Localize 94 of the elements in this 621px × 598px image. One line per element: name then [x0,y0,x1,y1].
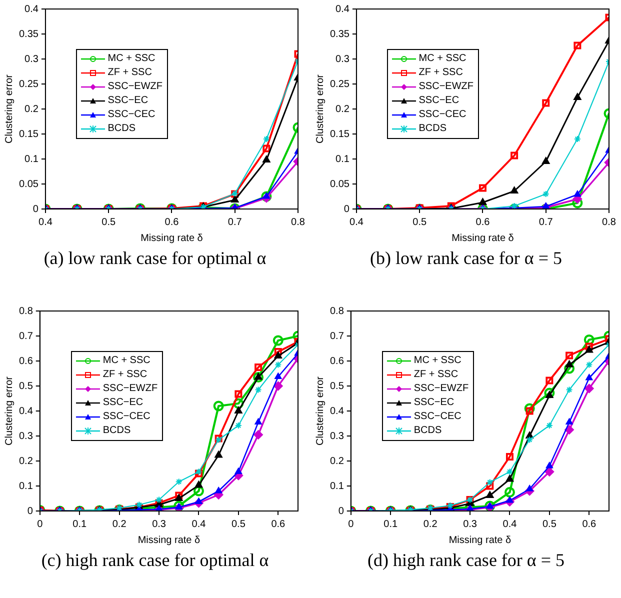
y-tick-label: 0.6 [18,356,34,367]
y-tick-label: 0.15 [18,128,39,140]
legend-label: SSC−EC [102,396,144,410]
x-axis-title: Missing rate δ [452,232,514,244]
y-tick-label: 0 [27,506,34,517]
y-tick-label: 0.4 [336,4,350,15]
y-tick-label: 0.1 [24,154,39,165]
x-tick-label: 0.1 [384,518,398,530]
y-tick-label: 0.3 [336,54,350,65]
y-tick-label: 0.5 [18,380,34,392]
x-tick-label: 0.6 [582,518,597,530]
y-tick-label: 0 [32,204,39,215]
y-tick-label: 0.05 [330,178,350,190]
legend-label: ZF + SSC [414,368,458,382]
x-tick-label: 0.2 [423,518,438,530]
legend-label: BCDS [102,424,131,438]
legend-label: SSC−CEC [418,108,466,122]
legend-label: ZF + SSC [108,66,152,80]
y-tick-label: 0.4 [330,406,344,417]
y-tick-label: 0.5 [330,380,344,392]
y-axis-title: Clustering error [4,74,15,144]
y-tick-label: 0.2 [336,104,350,115]
y-tick-label: 0.3 [18,430,34,442]
y-tick-label: 0.8 [18,306,34,317]
y-axis-title: Clustering error [314,74,326,144]
x-tick-label: 0.5 [542,518,557,530]
y-tick-label: 0.1 [336,154,350,165]
text: (d) high rank case for α = 5 [366,550,566,571]
text: (a) low rank case for optimal α [42,248,268,269]
y-tick-label: 0.1 [18,480,34,492]
y-tick-label: 0.4 [18,406,34,417]
x-tick-label: 0.6 [164,216,180,228]
legend-label: MC + SSC [108,52,156,66]
x-tick-label: 0.3 [152,518,166,530]
y-tick-label: 0.2 [24,104,39,115]
legend-label: ZF + SSC [418,66,463,80]
y-tick-label: 0.35 [330,28,350,40]
y-tick-label: 0.15 [330,128,350,140]
y-tick-label: 0.3 [330,430,344,442]
legend-label: BCDS [414,424,442,438]
x-axis-title: Missing rate δ [138,534,200,546]
legend-label: SSC−EWZF [418,80,474,94]
y-tick-label: 0.4 [24,4,39,15]
x-tick-label: 0.7 [228,216,242,228]
x-tick-label: 0.4 [350,216,364,228]
x-axis-title: Missing rate δ [140,232,204,244]
x-axis-title: Missing rate δ [448,534,512,546]
x-tick-label: 0.7 [538,216,554,228]
y-tick-label: 0.05 [18,178,39,190]
legend-label: SSC−EWZF [108,80,162,94]
y-tick-label: 0.1 [330,480,344,492]
legend-label: MC + SSC [414,354,462,368]
y-tick-label: 0.2 [330,456,344,467]
x-tick-label: 0.6 [476,216,490,228]
legend-label: SSC−CEC [102,410,150,424]
y-tick-label: 0.3 [24,54,39,65]
y-tick-label: 0 [344,204,350,215]
legend-label: SSC−EWZF [414,382,469,396]
legend-label: BCDS [418,122,447,136]
legend-label: BCDS [108,122,136,136]
legend-label: SSC−EC [108,94,148,108]
text: (b) low rank case for α = 5 [368,248,563,269]
y-tick-label: 0.7 [18,330,34,342]
x-tick-label: 0.4 [502,518,518,530]
y-tick-label: 0.25 [18,78,39,90]
x-tick-label: 0.8 [602,216,616,228]
legend-label: SSC−EWZF [102,382,158,396]
y-tick-label: 0.25 [330,78,350,90]
legend-label: SSC−CEC [108,108,156,122]
y-axis-title: Clustering error [4,376,15,446]
x-tick-label: 0.5 [231,518,246,530]
text: (c) high rank case for optimal α [40,550,270,571]
y-tick-label: 0.2 [18,456,34,467]
legend-label: SSC−EC [418,94,460,108]
y-tick-label: 0.35 [18,28,39,40]
x-tick-label: 0.6 [271,518,286,530]
x-tick-label: 0.4 [38,216,53,228]
y-tick-label: 0.8 [330,306,344,317]
legend-label: ZF + SSC [102,368,148,382]
x-tick-label: 0.5 [102,216,116,228]
y-axis-title: Clustering error [314,376,326,446]
legend-label: SSC−CEC [414,410,462,424]
y-tick-label: 0.6 [330,356,344,367]
x-tick-label: 0.2 [112,518,127,530]
y-tick-label: 0.7 [330,330,344,342]
x-tick-label: 0.8 [291,216,306,228]
x-tick-label: 0.5 [412,216,427,228]
x-tick-label: 0.4 [192,518,206,530]
x-tick-label: 0.1 [72,518,87,530]
legend-label: SSC−EC [414,396,454,410]
legend-label: MC + SSC [418,52,466,66]
y-tick-label: 0 [338,506,344,517]
legend-label: MC + SSC [102,354,150,368]
x-tick-label: 0.3 [463,518,478,530]
